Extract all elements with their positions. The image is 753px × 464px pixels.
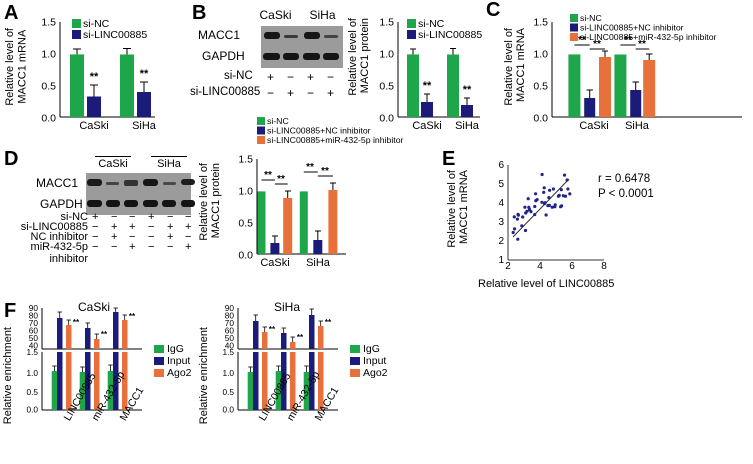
svg-text:si-LINC00885+NC inhibitor: si-LINC00885+NC inhibitor bbox=[267, 126, 371, 136]
svg-text:0.0: 0.0 bbox=[26, 405, 38, 415]
svg-text:1: 1 bbox=[498, 255, 504, 266]
svg-text:6: 6 bbox=[498, 160, 504, 171]
svg-text:0.0: 0.0 bbox=[238, 249, 253, 261]
svg-text:**: ** bbox=[463, 84, 472, 96]
svg-text:1.5: 1.5 bbox=[26, 347, 38, 357]
svg-text:**: ** bbox=[306, 162, 314, 173]
svg-text:2: 2 bbox=[505, 261, 511, 272]
svg-text:**: ** bbox=[101, 330, 108, 339]
svg-text:CaSki: CaSki bbox=[79, 120, 108, 132]
svg-text:si-LINC00885: si-LINC00885 bbox=[83, 29, 147, 41]
svg-text:**: ** bbox=[140, 68, 149, 80]
svg-text:4: 4 bbox=[498, 198, 504, 209]
svg-text:0.0: 0.0 bbox=[533, 113, 548, 125]
svg-text:1.0: 1.0 bbox=[379, 49, 394, 61]
svg-text:3: 3 bbox=[498, 217, 504, 228]
svg-text:0.0: 0.0 bbox=[41, 113, 56, 125]
svg-text:0.5: 0.5 bbox=[533, 81, 548, 93]
svg-text:CaSki: CaSki bbox=[579, 120, 608, 132]
svg-text:0.0: 0.0 bbox=[222, 405, 234, 415]
svg-text:0.5: 0.5 bbox=[26, 387, 38, 397]
svg-text:2: 2 bbox=[498, 236, 504, 247]
svg-text:4: 4 bbox=[537, 261, 543, 272]
svg-text:1.5: 1.5 bbox=[222, 347, 234, 357]
svg-text:1.5: 1.5 bbox=[41, 17, 56, 29]
svg-text:**: ** bbox=[277, 174, 285, 185]
svg-text:1.5: 1.5 bbox=[238, 153, 253, 165]
svg-text:**: ** bbox=[73, 318, 80, 327]
svg-text:**: ** bbox=[269, 325, 276, 334]
svg-text:**: ** bbox=[90, 71, 99, 83]
svg-text:**: ** bbox=[129, 312, 136, 321]
svg-text:1.5: 1.5 bbox=[533, 17, 548, 29]
svg-text:SiHa: SiHa bbox=[455, 120, 480, 132]
svg-text:SiHa: SiHa bbox=[625, 120, 650, 132]
svg-text:1.0: 1.0 bbox=[222, 368, 234, 378]
svg-text:0.5: 0.5 bbox=[41, 81, 56, 93]
svg-text:**: ** bbox=[423, 80, 432, 92]
svg-text:6: 6 bbox=[569, 261, 575, 272]
svg-text:si-LINC00885+miR-432-5p inhibi: si-LINC00885+miR-432-5p inhibitor bbox=[267, 135, 404, 145]
svg-text:8: 8 bbox=[601, 261, 607, 272]
svg-text:SiHa: SiHa bbox=[306, 257, 331, 269]
svg-text:si-LINC00885+miR-432-5p inhibi: si-LINC00885+miR-432-5p inhibitor bbox=[580, 32, 717, 42]
svg-text:**: ** bbox=[297, 333, 304, 342]
svg-text:**: ** bbox=[321, 166, 329, 177]
svg-text:1.0: 1.0 bbox=[26, 368, 38, 378]
svg-text:**: ** bbox=[325, 318, 332, 327]
svg-text:**: ** bbox=[264, 170, 272, 181]
svg-text:si-NC: si-NC bbox=[267, 116, 289, 126]
svg-text:5: 5 bbox=[498, 179, 504, 190]
svg-text:SiHa: SiHa bbox=[132, 120, 157, 132]
svg-text:1.0: 1.0 bbox=[41, 49, 56, 61]
svg-text:1.5: 1.5 bbox=[379, 17, 394, 29]
svg-text:0.5: 0.5 bbox=[238, 217, 253, 229]
svg-text:1.0: 1.0 bbox=[238, 185, 253, 197]
svg-text:1.0: 1.0 bbox=[533, 49, 548, 61]
svg-text:0.5: 0.5 bbox=[379, 81, 394, 93]
svg-text:CaSki: CaSki bbox=[260, 257, 289, 269]
svg-text:si-NC: si-NC bbox=[580, 13, 602, 23]
svg-text:0.5: 0.5 bbox=[222, 387, 234, 397]
svg-text:si-LINC00885: si-LINC00885 bbox=[418, 29, 482, 41]
svg-text:si-LINC00885+NC inhibitor: si-LINC00885+NC inhibitor bbox=[580, 23, 684, 33]
